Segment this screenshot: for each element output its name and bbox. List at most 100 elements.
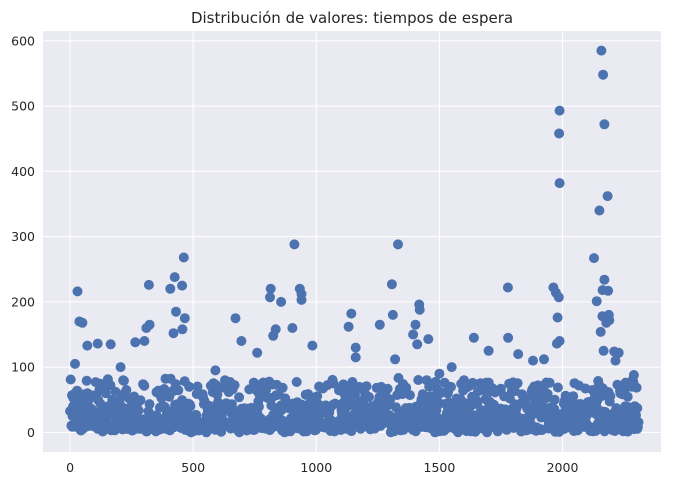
scatter-point — [287, 323, 298, 333]
scatter-point — [554, 128, 565, 139]
scatter-point — [92, 338, 103, 349]
scatter-point — [296, 294, 307, 305]
scatter-point — [361, 381, 372, 392]
scatter-point — [156, 393, 167, 404]
scatter-point — [446, 362, 457, 373]
scatter-point — [118, 375, 129, 386]
scatter-point — [100, 388, 111, 399]
x-axis-ticks: 0 500 1000 1500 2000 — [66, 460, 578, 475]
scatter-point — [139, 336, 150, 346]
scatter-point — [312, 391, 323, 402]
scatter-point — [328, 378, 339, 389]
scatter-point — [301, 426, 312, 437]
scatter-point — [177, 280, 188, 291]
scatter-point — [502, 282, 513, 293]
scatter-point — [598, 69, 609, 80]
scatter-point — [265, 292, 275, 303]
scatter-point — [236, 336, 247, 346]
scatter-point — [628, 370, 639, 380]
scatter-point — [185, 401, 196, 412]
scatter-point — [179, 313, 190, 324]
scatter-point — [551, 338, 562, 349]
scatter-point — [291, 377, 302, 387]
y-tick-label: 200 — [11, 294, 35, 309]
scatter-point — [252, 347, 263, 358]
scatter-point — [468, 332, 479, 343]
scatter-point — [602, 191, 613, 202]
scatter-point — [417, 389, 428, 400]
scatter-point — [528, 355, 538, 366]
scatter-point — [512, 378, 523, 389]
scatter-point — [374, 319, 385, 330]
scatter-point — [168, 328, 179, 339]
scatter-point — [495, 383, 506, 394]
scatter-point — [386, 279, 397, 290]
scatter-point — [412, 339, 423, 350]
scatter-point — [597, 285, 608, 296]
x-tick-label: 2000 — [547, 460, 579, 475]
y-tick-label: 300 — [11, 229, 35, 244]
scatter-point — [599, 119, 610, 130]
scatter-point — [553, 292, 564, 303]
scatter-point — [610, 355, 621, 366]
scatter-point — [82, 340, 93, 351]
scatter-point — [289, 239, 300, 250]
scatter-point — [598, 345, 609, 356]
y-tick-label: 400 — [11, 164, 35, 179]
scatter-point — [410, 319, 421, 330]
scatter-point — [591, 296, 602, 307]
scatter-point — [605, 391, 616, 401]
scatter-point — [248, 377, 259, 388]
scatter-point — [135, 395, 146, 406]
scatter-point — [423, 334, 434, 345]
scatter-point — [171, 306, 181, 317]
scatter-point — [542, 388, 553, 399]
scatter-point — [230, 313, 241, 324]
scatter-point — [192, 381, 203, 392]
scatter-point — [615, 388, 626, 399]
scatter-point — [413, 375, 424, 385]
scatter-point — [554, 105, 565, 116]
scatter-point — [191, 410, 202, 421]
scatter-point — [568, 391, 579, 402]
scatter-point — [159, 384, 170, 394]
scatter-point — [144, 399, 155, 410]
scatter-point — [483, 381, 494, 392]
scatter-point — [115, 362, 126, 373]
scatter-point — [210, 365, 221, 376]
y-tick-label: 100 — [11, 360, 35, 375]
scatter-point — [554, 178, 565, 189]
scatter-point — [173, 385, 184, 396]
scatter-point — [143, 279, 154, 290]
scatter-point — [520, 393, 531, 404]
scatter-point — [401, 382, 412, 393]
scatter-point — [229, 380, 240, 391]
scatter-point — [130, 337, 141, 348]
scatter-point — [165, 283, 176, 294]
scatter-point — [414, 304, 425, 315]
scatter-point — [483, 345, 494, 356]
scatter-point — [589, 253, 599, 264]
chart-title: Distribución de valores: tiempos de espe… — [191, 9, 513, 27]
scatter-point — [307, 340, 318, 351]
scatter-point — [177, 324, 188, 335]
scatter-point — [613, 347, 624, 358]
scatter-point — [539, 354, 549, 365]
scatter-point — [364, 392, 374, 402]
scatter-point — [178, 252, 189, 263]
scatter-point — [632, 403, 643, 414]
y-tick-label: 600 — [11, 33, 35, 48]
scatter-point — [139, 380, 150, 391]
scatter-point — [382, 383, 393, 394]
y-tick-label: 0 — [27, 425, 35, 440]
scatter-point — [277, 382, 288, 393]
scatter-point — [268, 330, 279, 341]
scatter-point — [552, 312, 563, 323]
y-axis-ticks: 0 100 200 300 400 500 600 — [11, 33, 35, 440]
scatter-point — [552, 382, 563, 393]
scatter-point — [350, 342, 361, 353]
scatter-point — [513, 349, 524, 360]
scatter-point — [105, 339, 116, 350]
scatter-point — [633, 417, 644, 428]
scatter-point — [467, 377, 478, 388]
